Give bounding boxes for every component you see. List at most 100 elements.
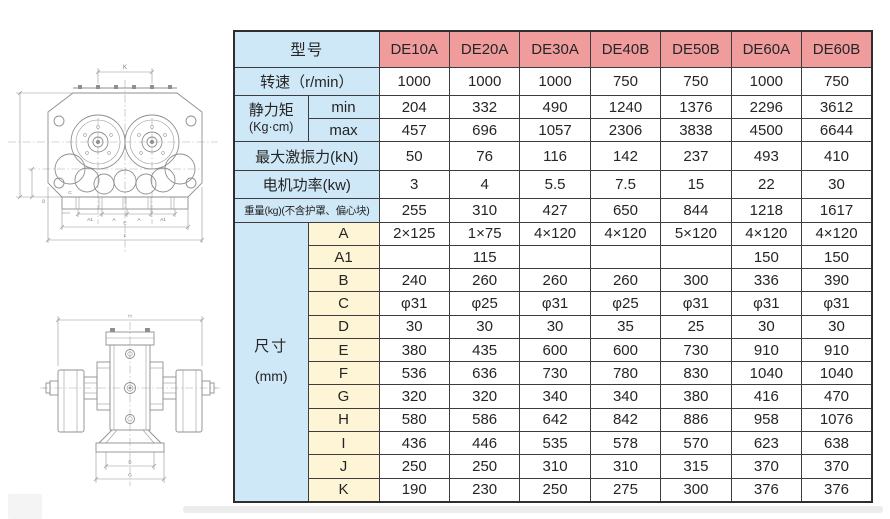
data-cell: 623 bbox=[730, 430, 803, 456]
data-cell: 435 bbox=[448, 337, 521, 363]
data-cell: 370 bbox=[801, 454, 873, 479]
data-cell: 910 bbox=[801, 337, 873, 363]
data-cell: 30 bbox=[378, 314, 450, 339]
data-cell: 642 bbox=[519, 407, 591, 433]
data-cell: 340 bbox=[589, 384, 662, 409]
data-cell: 260 bbox=[589, 268, 662, 293]
data-cell: 332 bbox=[448, 94, 521, 120]
row-label: 最大激振力(kN) bbox=[233, 141, 380, 171]
dim-label-a1-right: A1 bbox=[160, 217, 166, 223]
dim-letter-cell: H bbox=[307, 407, 380, 433]
data-cell: 427 bbox=[519, 198, 591, 223]
dim-row-A: 尺寸 (mm) A 2×125 1×75 4×120 4×120 5×120 4… bbox=[233, 221, 873, 503]
data-cell: 2296 bbox=[730, 94, 803, 120]
dim-label-h: H bbox=[128, 314, 132, 320]
data-cell: 1040 bbox=[730, 361, 803, 386]
dim-row-B: B 240 260 260 260 300 336 390 bbox=[234, 268, 873, 293]
data-cell: 1000 bbox=[730, 66, 803, 96]
data-cell: 50 bbox=[378, 141, 450, 171]
data-cell: 255 bbox=[378, 198, 450, 223]
dim-letter-cell: G bbox=[307, 384, 380, 409]
data-cell: 910 bbox=[730, 337, 803, 363]
data-cell: 570 bbox=[660, 430, 732, 456]
data-cell: 30 bbox=[519, 314, 591, 339]
data-cell: 3838 bbox=[660, 118, 732, 143]
data-cell: 25 bbox=[660, 314, 732, 339]
data-cell: 4×120 bbox=[589, 221, 662, 246]
dim-letter-cell: D bbox=[307, 314, 380, 339]
model-header-cell: DE30A bbox=[519, 30, 591, 68]
model-header-cell: DE50B bbox=[660, 30, 732, 68]
data-cell: 580 bbox=[378, 407, 450, 433]
data-cell: φ25 bbox=[448, 291, 521, 316]
data-cell: 600 bbox=[519, 337, 591, 363]
data-cell: 490 bbox=[519, 94, 591, 120]
data-cell: 2×125 bbox=[378, 221, 450, 246]
force-row: 最大激振力(kN) 50 76 116 142 237 493 410 bbox=[233, 141, 873, 171]
data-cell: 436 bbox=[378, 430, 450, 456]
data-cell: φ31 bbox=[519, 291, 591, 316]
data-cell: 1617 bbox=[801, 198, 873, 223]
data-cell: φ31 bbox=[730, 291, 803, 316]
data-cell bbox=[378, 244, 450, 270]
dim-label-b: B bbox=[128, 460, 131, 466]
data-cell: 536 bbox=[378, 361, 450, 386]
row-label: 重量(kg)(不含护罩、偏心块) bbox=[233, 198, 380, 223]
data-cell: 116 bbox=[519, 141, 591, 171]
data-cell: 336 bbox=[730, 268, 803, 293]
model-header-cell: DE20A bbox=[448, 30, 521, 68]
data-cell: 493 bbox=[730, 141, 803, 171]
row-sublabel: max bbox=[307, 118, 380, 143]
data-cell: 340 bbox=[519, 384, 591, 409]
size-label-cell: 尺寸 (mm) bbox=[233, 221, 309, 503]
data-cell: 310 bbox=[589, 454, 662, 479]
data-cell: 844 bbox=[660, 198, 732, 223]
data-cell: 1000 bbox=[448, 66, 521, 96]
data-cell: 250 bbox=[378, 454, 450, 479]
data-cell: 3 bbox=[378, 169, 450, 200]
data-cell: 1218 bbox=[730, 198, 803, 223]
dim-row-C: C φ31 φ25 φ31 φ25 φ31 φ31 φ31 bbox=[234, 291, 873, 316]
model-label-cell: 型号 bbox=[233, 30, 380, 68]
dim-row-F: F 536 636 730 780 830 1040 1040 bbox=[234, 361, 873, 386]
data-cell: 1000 bbox=[519, 66, 591, 96]
data-cell: 315 bbox=[660, 454, 732, 479]
data-cell: 15 bbox=[660, 169, 732, 200]
data-cell: 4 bbox=[448, 169, 521, 200]
data-cell: 4500 bbox=[730, 118, 803, 143]
data-cell: 150 bbox=[730, 244, 803, 270]
torque-label-cell: 静力矩 (Kg·cm) bbox=[233, 94, 309, 143]
data-cell: 35 bbox=[589, 314, 662, 339]
speed-row: 转速（r/min） 1000 1000 1000 750 750 1000 75… bbox=[233, 66, 873, 96]
data-cell: 30 bbox=[730, 314, 803, 339]
data-cell: 638 bbox=[801, 430, 873, 456]
data-cell: 696 bbox=[448, 118, 521, 143]
data-cell: 457 bbox=[378, 118, 450, 143]
dim-label-a-right: A bbox=[137, 217, 141, 223]
dim-label-c: C bbox=[68, 190, 72, 196]
data-cell: 830 bbox=[660, 361, 732, 386]
table-shadow bbox=[183, 506, 883, 513]
dim-row-A1: A1 115 150 150 bbox=[234, 244, 873, 270]
data-cell: 370 bbox=[730, 454, 803, 479]
data-cell: 380 bbox=[660, 384, 732, 409]
data-cell: 76 bbox=[448, 141, 521, 171]
data-cell: 3612 bbox=[801, 94, 873, 120]
data-cell: 586 bbox=[448, 407, 521, 433]
data-cell: 4×120 bbox=[730, 221, 803, 246]
data-cell: 750 bbox=[660, 66, 732, 96]
data-cell: φ31 bbox=[378, 291, 450, 316]
table-header-row: 型号 DE10A DE20A DE30A DE40B DE50B DE60A D… bbox=[233, 30, 873, 68]
dim-letter-cell: A bbox=[307, 221, 380, 246]
data-cell: 1376 bbox=[660, 94, 732, 120]
row-label: 转速（r/min） bbox=[233, 66, 380, 96]
data-cell: 600 bbox=[589, 337, 662, 363]
dim-label-k: K bbox=[123, 65, 127, 71]
data-cell: φ31 bbox=[660, 291, 732, 316]
torque-label-line1: 静力矩 bbox=[248, 102, 294, 120]
data-cell: 2306 bbox=[589, 118, 662, 143]
data-cell: 320 bbox=[378, 384, 450, 409]
torque-label-line2: (Kg·cm) bbox=[249, 120, 294, 135]
data-cell: 275 bbox=[589, 477, 662, 503]
